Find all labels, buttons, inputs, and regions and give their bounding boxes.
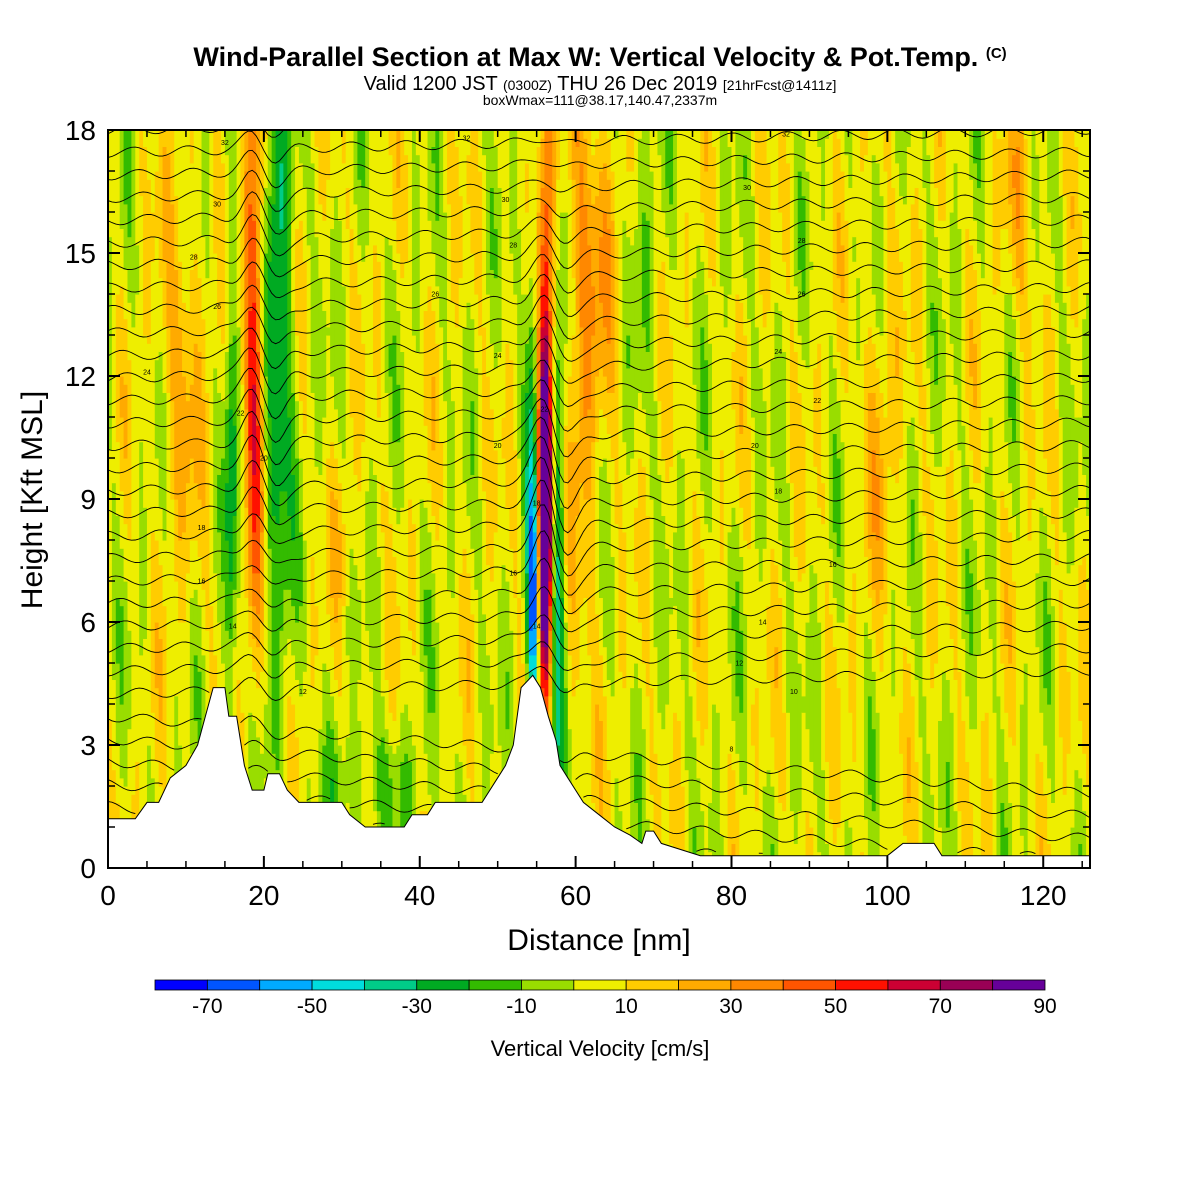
colorbar-tick-label: 30 — [719, 995, 742, 1018]
x-tick-label: 0 — [100, 880, 116, 911]
y-tick-label: 0 — [80, 853, 96, 884]
colorbar-swatch — [259, 979, 313, 991]
colorbar-tick-label: -10 — [506, 995, 536, 1018]
chart-subtitle: Valid 1200 JST (0300Z) THU 26 Dec 2019 [… — [0, 73, 1200, 96]
colorbar-tick-label: 90 — [1033, 995, 1056, 1018]
theta-label: 12 — [735, 661, 743, 668]
x-tick-label: 40 — [404, 880, 435, 911]
theta-label: 12 — [299, 689, 307, 696]
theta-label: 8 — [730, 747, 734, 754]
forecast-run: [21hrFcst@1411z] — [722, 77, 837, 93]
colorbar: -70 -50 -30 -10 10 30 50 70 90 — [154, 979, 1057, 1018]
x-tick-label: 120 — [1020, 880, 1067, 911]
theta-isolines: 32 30 28 26 24 22 20 18 16 14 12 32 30 28 26 24 22 20 18 16… — [108, 130, 1090, 855]
valid-zulu: (0300Z) — [502, 77, 552, 93]
chart-title: Wind-Parallel Section at Max W: Vertical… — [0, 42, 1200, 73]
theta-label: 28 — [798, 238, 806, 245]
colorbar-swatch — [625, 979, 679, 991]
colorbar-swatch — [730, 979, 784, 991]
theta-label: 20 — [260, 456, 268, 463]
theta-label: 32 — [782, 132, 790, 139]
theta-label: 26 — [431, 292, 439, 299]
theta-label: 14 — [229, 624, 237, 631]
colorbar-swatch — [521, 979, 575, 991]
theta-label: 30 — [502, 197, 510, 204]
colorbar-swatch — [835, 979, 889, 991]
colorbar-swatch — [154, 979, 208, 991]
theta-label: 30 — [743, 185, 751, 192]
theta-label: 24 — [143, 369, 151, 376]
colorbar-swatch — [782, 979, 836, 991]
colorbar-tick-label: -70 — [192, 995, 222, 1018]
copyright-mark: (C) — [985, 45, 1007, 62]
box-info: boxWmax=111@38.17,140.47,2337m — [482, 92, 718, 108]
theta-label: 10 — [790, 689, 798, 696]
y-axis-label: Height [Kft MSL] — [16, 391, 49, 609]
theta-label: 26 — [798, 292, 806, 299]
theta-label: 22 — [237, 410, 245, 417]
theta-label: 22 — [541, 406, 549, 413]
theta-label: 28 — [190, 255, 198, 262]
axes: 0 20 40 60 80 100 120 0 3 6 9 12 15 18 — [65, 115, 1090, 911]
theta-label: 28 — [509, 242, 517, 249]
theta-label: 20 — [751, 443, 759, 450]
x-axis-label: Distance [nm] — [507, 924, 690, 957]
theta-label: 14 — [759, 620, 767, 627]
colorbar-tick-label: 50 — [824, 995, 847, 1018]
colorbar-tick-label: 70 — [929, 995, 952, 1018]
colorbar-swatch — [573, 979, 627, 991]
colorbar-swatch — [992, 979, 1046, 991]
theta-label: 22 — [813, 398, 821, 405]
theta-label: 18 — [533, 501, 541, 508]
x-tick-label: 100 — [864, 880, 911, 911]
theta-label: 32 — [463, 136, 471, 143]
y-tick-label: 15 — [65, 238, 96, 269]
theta-label: 18 — [198, 525, 206, 532]
theta-label: 16 — [829, 562, 837, 569]
colorbar-swatch — [939, 979, 994, 991]
colorbar-tick-label: -50 — [297, 995, 327, 1018]
x-tick-label: 20 — [248, 880, 279, 911]
colorbar-swatch — [887, 979, 941, 991]
colorbar-swatch — [311, 979, 365, 991]
y-tick-label: 12 — [65, 361, 96, 392]
theta-label: 24 — [494, 353, 502, 360]
theta-label: 26 — [213, 304, 221, 311]
theta-label: 16 — [198, 579, 206, 586]
y-tick-label: 3 — [80, 730, 96, 761]
valid-time: Valid 1200 JST — [363, 73, 498, 95]
valid-date: THU 26 Dec 2019 — [557, 73, 718, 95]
theta-label: 32 — [221, 140, 229, 147]
terrain-mask — [107, 674, 1091, 869]
y-tick-label: 6 — [80, 607, 96, 638]
y-tick-label: 9 — [80, 484, 96, 515]
x-tick-label: 60 — [560, 880, 591, 911]
colorbar-swatch — [206, 979, 261, 991]
colorbar-label: Vertical Velocity [cm/s] — [491, 1036, 710, 1061]
theta-label: 24 — [774, 349, 782, 356]
y-tick-label: 18 — [65, 115, 96, 146]
colorbar-swatch — [678, 979, 732, 991]
colorbar-tick-label: 10 — [614, 995, 637, 1018]
theta-label: 20 — [494, 443, 502, 450]
theta-label: 16 — [509, 570, 517, 577]
colorbar-swatch — [416, 979, 470, 991]
colorbar-tick-label: -30 — [402, 995, 432, 1018]
title-main: Wind-Parallel Section at Max W: Vertical… — [193, 42, 979, 72]
x-tick-label: 80 — [716, 880, 747, 911]
theta-label: 18 — [774, 488, 782, 495]
theta-label: 30 — [213, 201, 221, 208]
colorbar-swatch — [468, 979, 522, 991]
theta-label: 14 — [533, 624, 541, 631]
colorbar-swatch — [364, 979, 418, 991]
